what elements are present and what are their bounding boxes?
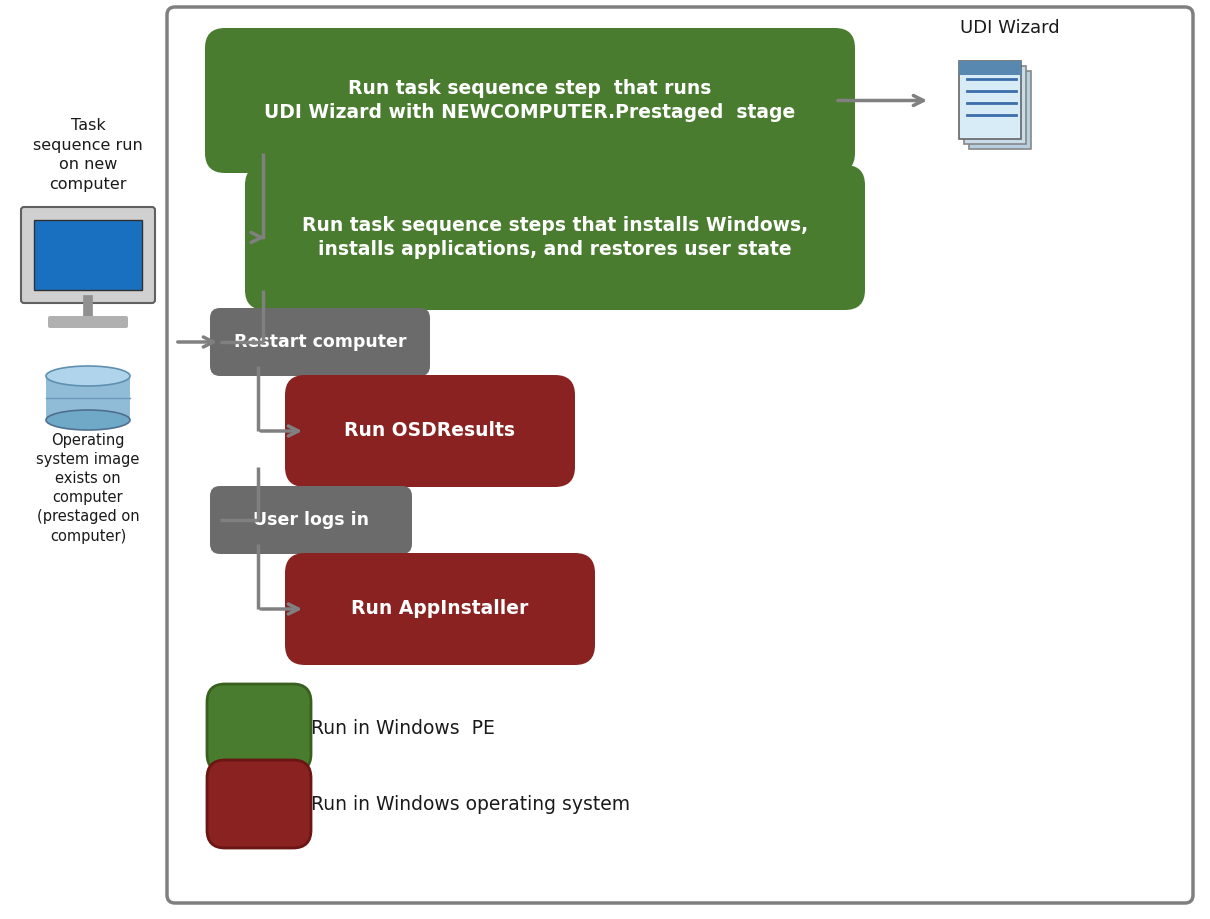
Text: Task
sequence run
on new
computer: Task sequence run on new computer <box>33 118 143 192</box>
FancyBboxPatch shape <box>244 165 865 310</box>
Text: Run OSDResults: Run OSDResults <box>345 422 515 440</box>
FancyBboxPatch shape <box>207 684 311 772</box>
FancyBboxPatch shape <box>286 553 595 665</box>
Text: Run task sequence steps that installs Windows,
installs applications, and restor: Run task sequence steps that installs Wi… <box>302 216 808 259</box>
Ellipse shape <box>46 410 129 430</box>
Text: Run in Windows  PE: Run in Windows PE <box>311 719 495 738</box>
FancyBboxPatch shape <box>211 308 430 376</box>
Text: Run in Windows operating system: Run in Windows operating system <box>311 795 630 813</box>
Ellipse shape <box>46 366 129 386</box>
FancyBboxPatch shape <box>167 7 1193 903</box>
FancyBboxPatch shape <box>204 28 855 173</box>
Text: Restart computer: Restart computer <box>234 333 407 351</box>
FancyBboxPatch shape <box>960 61 1021 139</box>
Text: UDI Wizard: UDI Wizard <box>961 19 1060 37</box>
FancyBboxPatch shape <box>46 376 129 420</box>
FancyBboxPatch shape <box>48 316 128 328</box>
Text: Operating
system image
exists on
computer
(prestaged on
computer): Operating system image exists on compute… <box>36 433 139 543</box>
FancyBboxPatch shape <box>969 71 1031 149</box>
FancyBboxPatch shape <box>286 375 575 487</box>
FancyBboxPatch shape <box>211 486 411 554</box>
FancyBboxPatch shape <box>34 220 142 290</box>
FancyBboxPatch shape <box>207 760 311 848</box>
Text: Run AppInstaller: Run AppInstaller <box>351 599 529 618</box>
Text: Run task sequence step  that runs
UDI Wizard with NEWCOMPUTER.Prestaged  stage: Run task sequence step that runs UDI Wiz… <box>264 79 796 121</box>
FancyBboxPatch shape <box>21 207 155 303</box>
FancyBboxPatch shape <box>964 66 1026 144</box>
FancyBboxPatch shape <box>960 61 1021 75</box>
Text: User logs in: User logs in <box>253 511 369 529</box>
